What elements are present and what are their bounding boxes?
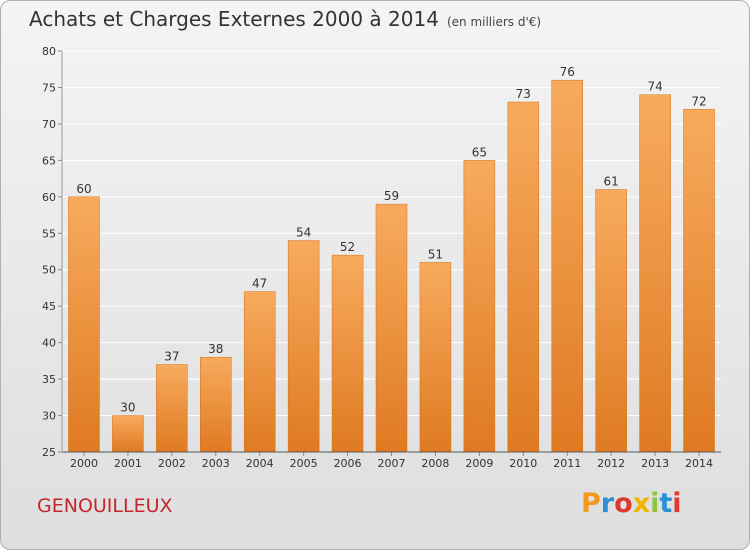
bar (243, 291, 276, 453)
bar (287, 240, 320, 453)
data-label: 37 (164, 350, 179, 364)
bar (375, 203, 408, 453)
data-label: 74 (647, 80, 662, 94)
proxiti-logo: Proxiti (581, 488, 682, 519)
x-tick-label: 2005 (290, 457, 318, 470)
data-labels: 60 30 37 38 47 54 52 59 51 65 73 76 61 74 72 (76, 65, 706, 414)
x-tick-label: 2008 (421, 457, 449, 470)
x-tick-label: 2010 (509, 457, 537, 470)
bar (551, 79, 583, 453)
y-tick-label: 65 (42, 154, 56, 167)
x-tick-label: 2013 (641, 457, 669, 470)
x-tick-label: 2001 (114, 457, 142, 470)
logo-letter: r (600, 488, 615, 519)
bar (507, 101, 540, 453)
bar (419, 262, 452, 453)
x-tick-label: 2012 (597, 457, 625, 470)
x-tick-label: 2002 (158, 457, 186, 470)
y-tick-label: 55 (42, 227, 56, 240)
data-label: 38 (208, 342, 223, 356)
x-tick-label: 2011 (553, 457, 581, 470)
data-label: 76 (560, 65, 575, 79)
y-tick-label: 45 (42, 300, 56, 313)
data-label: 54 (296, 226, 311, 240)
data-label: 51 (428, 247, 443, 261)
x-tick-label: 2000 (70, 457, 98, 470)
data-label: 65 (472, 145, 487, 159)
data-label: 47 (252, 277, 267, 291)
y-tick-label: 40 (42, 337, 56, 350)
data-label: 59 (384, 189, 399, 203)
y-tick-label: 70 (42, 118, 56, 131)
chart-title: Achats et Charges Externes 2000 à 2014 (e… (29, 7, 541, 31)
chart-subtitle: (en milliers d'€) (446, 15, 542, 29)
bar (200, 356, 232, 453)
y-tick-label: 25 (42, 446, 56, 459)
bar (112, 415, 144, 453)
data-label: 61 (604, 175, 619, 189)
bar (683, 109, 715, 453)
logo-letter: x (632, 488, 651, 519)
x-axis-ticks: 2000 2001 2002 2003 2004 2005 2006 2007 2008 2009… (70, 452, 713, 470)
logo-letter: t (659, 488, 673, 519)
bar (595, 189, 627, 453)
logo-letter: i (650, 488, 660, 519)
logo-letter: P (581, 488, 601, 519)
y-tick-label: 35 (42, 373, 56, 386)
bar (639, 94, 671, 453)
bar (68, 196, 100, 453)
bar (156, 364, 188, 453)
x-tick-label: 2004 (246, 457, 274, 470)
y-tick-label: 80 (42, 45, 56, 58)
x-tick-label: 2006 (334, 457, 362, 470)
bar (463, 160, 496, 453)
y-tick-label: 60 (42, 191, 56, 204)
y-axis-ticks: 25 30 35 40 45 50 55 60 65 70 75 80 (42, 45, 62, 459)
x-tick-label: 2003 (202, 457, 230, 470)
data-label: 60 (76, 182, 91, 196)
x-tick-label: 2014 (685, 457, 713, 470)
y-tick-label: 50 (42, 264, 56, 277)
y-tick-label: 75 (42, 81, 56, 94)
x-tick-label: 2009 (465, 457, 493, 470)
commune-name: GENOUILLEUX (37, 495, 173, 517)
x-tick-label: 2007 (378, 457, 406, 470)
y-tick-label: 30 (42, 410, 56, 423)
data-label: 52 (340, 240, 355, 254)
bar (331, 254, 364, 453)
data-label: 73 (516, 87, 531, 101)
logo-letter: o (614, 488, 633, 519)
data-label: 30 (120, 401, 135, 415)
chart-title-text: Achats et Charges Externes 2000 à 2014 (29, 7, 439, 31)
bars (68, 79, 715, 453)
logo-letter: i (672, 488, 682, 519)
data-label: 72 (691, 94, 706, 108)
